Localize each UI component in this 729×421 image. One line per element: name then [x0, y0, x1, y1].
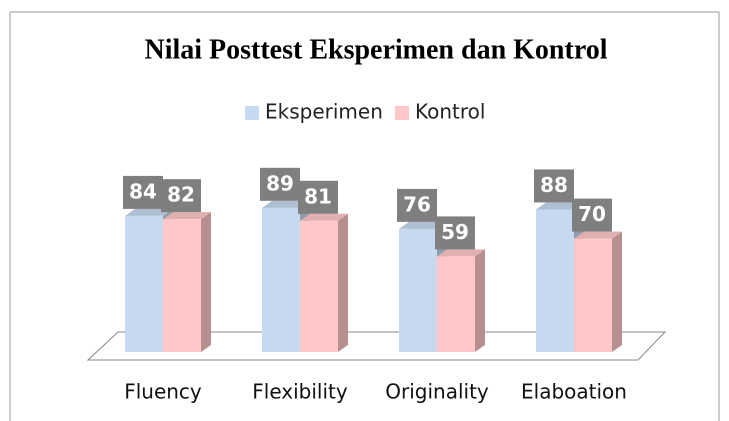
value-label: 84: [129, 179, 157, 203]
value-label: 70: [578, 202, 606, 226]
value-label: 82: [167, 183, 195, 207]
value-label-box: [572, 198, 612, 232]
bar-front: [300, 220, 338, 352]
bar-top: [300, 213, 348, 221]
bar-front: [262, 207, 300, 352]
value-label-box: [397, 188, 437, 222]
value-label-box: [534, 169, 574, 203]
legend-label: Kontrol: [415, 100, 485, 124]
bar-top: [437, 249, 485, 257]
bar-front: [536, 209, 574, 352]
bar: [574, 231, 622, 352]
bar-side: [475, 249, 485, 352]
x-tick-label: Fluency: [124, 380, 202, 404]
floor: [86, 331, 667, 361]
bar-side: [338, 213, 348, 352]
bar: [300, 213, 348, 352]
x-tick-label: Originality: [385, 380, 489, 404]
bar-front: [163, 219, 201, 352]
value-label: 59: [441, 220, 469, 244]
legend-swatch: [245, 106, 259, 120]
bar-side: [612, 231, 622, 352]
value-label: 88: [540, 173, 568, 197]
bar: [163, 212, 211, 352]
value-label: 81: [304, 184, 332, 208]
bar-front: [437, 256, 475, 352]
value-label-box: [435, 216, 475, 250]
value-label-box: [298, 180, 338, 214]
value-label: 76: [403, 192, 431, 216]
bar-front: [125, 215, 163, 352]
legend-label: Eksperimen: [265, 100, 383, 124]
value-label-box: [161, 179, 201, 213]
bar-top: [163, 212, 211, 220]
x-tick-label: Flexibility: [252, 380, 348, 404]
x-tick-label: Elaboation: [521, 380, 627, 404]
chart-title: Nilai Posttest Eksperimen dan Kontrol: [144, 34, 607, 65]
value-label-box: [123, 175, 163, 209]
legend-swatch: [395, 106, 409, 120]
bar-front: [574, 238, 612, 352]
bar: [437, 249, 485, 352]
bar-top: [574, 231, 622, 239]
bar-side: [201, 212, 211, 352]
value-label: 89: [266, 171, 294, 195]
value-label-box: [260, 167, 300, 201]
bar-front: [399, 228, 437, 352]
